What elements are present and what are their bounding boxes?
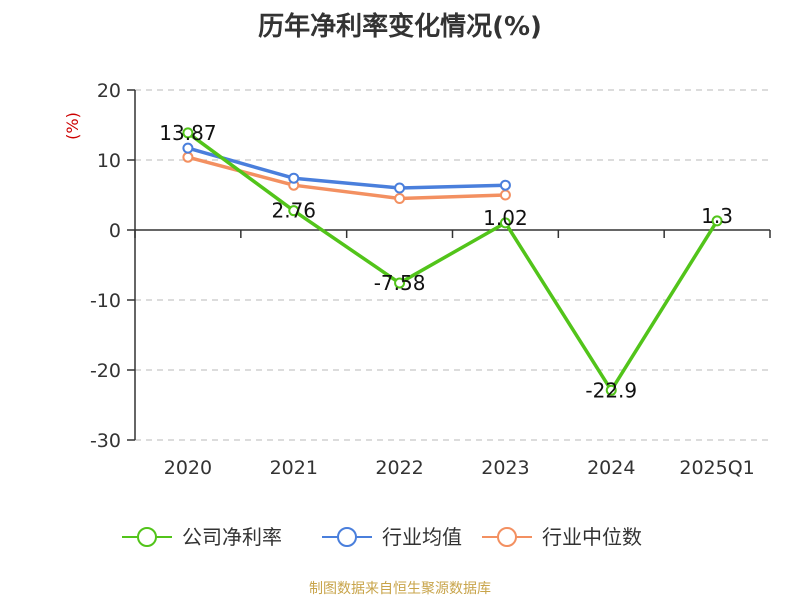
legend-label: 行业中位数 [542,525,642,549]
data-point [499,189,511,201]
legend-label: 行业均值 [382,525,462,549]
series-2 [182,142,511,194]
data-point [182,127,194,139]
data-point [182,151,194,163]
y-axis-label: (%) [63,112,82,140]
data-point [711,215,723,227]
legend: 公司净利率 行业均值 行业中位数 [122,525,642,549]
data-label: 13.87 [159,121,216,145]
data-point [182,142,194,154]
legend-item-3: 行业中位数 [482,525,642,549]
data-label: -22.9 [585,378,637,402]
series-1 [182,127,723,396]
x-tick-label: 2022 [375,457,423,479]
legend-item-1: 公司净利率 [122,525,282,549]
data-point [605,384,617,396]
data-point [499,179,511,191]
grid-lines [135,89,770,441]
legend-marker [337,527,357,547]
data-point [394,182,406,194]
y-tick-label: -10 [90,290,121,312]
data-point [499,217,511,229]
data-point [394,193,406,204]
series-line [187,146,506,190]
y-tick-label: 10 [97,150,121,172]
data-label: 1.02 [483,206,528,230]
data-point [394,277,406,289]
legend-label: 公司净利率 [182,525,282,549]
x-tick-label: 2021 [270,457,318,479]
series-line [186,131,719,393]
x-tick-label: 2024 [587,457,635,479]
data-label: -7.58 [374,271,426,295]
data-labels: 13.87 2.76 -7.58 1.02 -22.9 1.3 [159,121,733,402]
series [182,127,723,396]
y-tick-label: 0 [109,220,121,242]
y-tick-label: -30 [90,430,121,452]
data-label: 1.3 [701,204,733,228]
data-label: 2.76 [271,199,316,223]
x-tick-label: 2023 [481,457,529,479]
source-note: 制图数据来自恒生聚源数据库 [309,581,491,597]
x-tick-label: 2025Q1 [679,457,754,479]
legend-marker [137,527,157,547]
y-tick-label: -20 [90,360,121,382]
legend-item-2: 行业均值 [322,525,462,549]
data-point [288,205,300,217]
data-point [288,172,300,184]
y-tick-label: 20 [97,80,121,102]
chart-title: 历年净利率变化情况(%) [258,12,542,42]
axes: 20 10 0 -10 -20 -30 2020 2021 2022 2023 2024 2025Q1 [90,80,771,479]
legend-marker [497,527,517,547]
x-tick-label: 2020 [164,457,212,479]
